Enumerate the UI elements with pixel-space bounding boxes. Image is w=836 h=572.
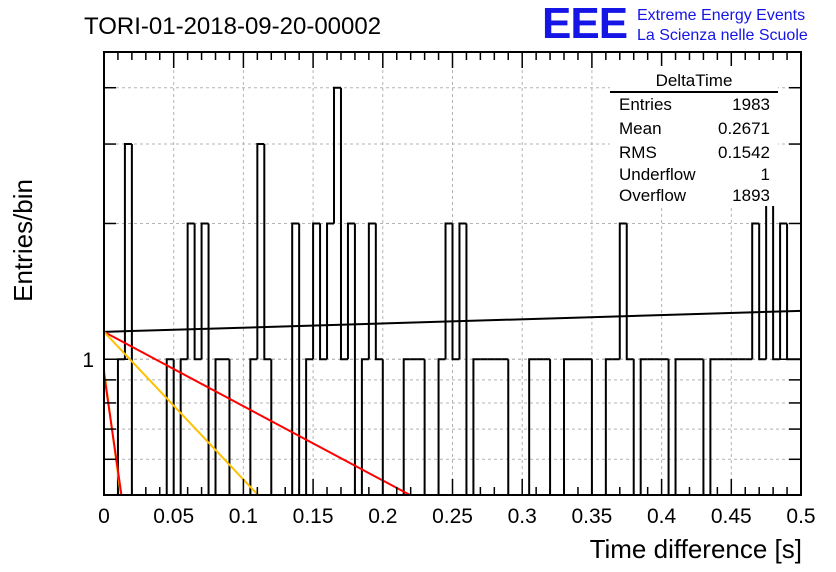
histogram-bin [528, 358, 537, 495]
stats-box-title: DeltaTime [656, 71, 733, 90]
histogram-bin [346, 222, 355, 360]
fit-line [103, 373, 123, 496]
histogram-bin [437, 358, 446, 495]
histogram-bin [604, 358, 613, 495]
histogram-bin [326, 222, 335, 360]
histogram-bin [451, 223, 460, 361]
x-tick-label: 0.35 [571, 505, 612, 528]
stats-label-rms: RMS [619, 143, 657, 162]
histogram-bin [319, 223, 328, 361]
histogram-bin [256, 143, 265, 360]
histogram-bin [374, 223, 383, 361]
stats-value-underflow: 1 [761, 165, 770, 184]
x-tick-label: 0.4 [647, 505, 677, 528]
y-axis-title: Entries/bin [8, 179, 38, 302]
histogram-bin [312, 222, 321, 360]
x-tick-label: 0.1 [229, 505, 258, 528]
x-axis-title: Time difference [s] [590, 534, 802, 564]
x-tick-label: 0.15 [293, 505, 334, 528]
histogram-bin [402, 358, 411, 495]
histogram-bin [786, 223, 795, 361]
fit-line [103, 331, 259, 496]
histogram-bin [179, 358, 188, 495]
fit-lines [103, 309, 802, 496]
histogram-bin [360, 358, 369, 495]
stats-value-entries: 1983 [732, 95, 770, 114]
histogram-bin [165, 358, 174, 495]
histogram-bin [472, 358, 481, 495]
histogram-bin [625, 223, 634, 361]
chart-title: TORI-01-2018-09-20-00002 [84, 13, 381, 40]
histogram-bin [249, 358, 258, 495]
x-tick-label: 0.25 [432, 505, 473, 528]
histogram-bin [123, 143, 132, 360]
histogram-bin [333, 86, 341, 224]
histogram-bin [130, 144, 139, 496]
eee-logo-mark: EEE [542, 0, 627, 48]
eee-logo: EEE Extreme Energy Events La Scienza nel… [542, 0, 808, 48]
x-tick-label: 0.3 [508, 505, 537, 528]
x-tick-label: 0 [98, 505, 110, 528]
stats-label-overflow: Overflow [619, 186, 687, 205]
fit-line [103, 330, 411, 496]
histogram-bin [339, 87, 348, 361]
histogram-bin [563, 358, 571, 495]
histogram-bin [367, 222, 376, 360]
histogram-bin [200, 222, 209, 360]
histogram-bin [639, 358, 648, 495]
stats-value-overflow: 1893 [732, 186, 770, 205]
stats-box: DeltaTime Entries 1983 Mean 0.2671 RMS 0… [610, 66, 778, 206]
histogram-bin [618, 222, 627, 360]
stats-label-mean: Mean [619, 119, 662, 138]
x-tick-label: 0.2 [368, 505, 397, 528]
histogram-bin [444, 222, 453, 360]
histogram-bin [674, 358, 683, 495]
histogram-bin [751, 222, 760, 360]
stats-box-background [610, 66, 778, 206]
axes: 0 0.05 0.1 0.15 0.2 0.25 0.3 0.35 0.4 0.45 0.5 1 [82, 51, 816, 528]
x-tick-label: 0.5 [786, 505, 815, 528]
stats-value-rms: 0.1542 [718, 143, 770, 162]
stats-value-mean: 0.2671 [718, 119, 770, 138]
stats-label-underflow: Underflow [619, 165, 696, 184]
histogram-bin [186, 222, 195, 360]
eee-logo-line1: Extreme Energy Events [637, 7, 805, 24]
stats-label-entries: Entries [619, 95, 672, 114]
eee-logo-line2: La Scienza nelle Scuole [637, 27, 808, 44]
x-tick-label: 0.05 [153, 505, 194, 528]
histogram-bin [263, 144, 272, 361]
histogram-bin [709, 358, 718, 495]
histogram-bin [193, 223, 202, 361]
histogram-bin [758, 223, 767, 361]
x-tick-label: 0.45 [711, 505, 752, 528]
fit-line [103, 309, 802, 333]
y-tick-label: 1 [82, 349, 94, 372]
histogram-bin [291, 222, 300, 495]
histogram-bin [305, 358, 314, 495]
histogram-bin [779, 222, 788, 360]
histogram-bin [458, 222, 467, 360]
